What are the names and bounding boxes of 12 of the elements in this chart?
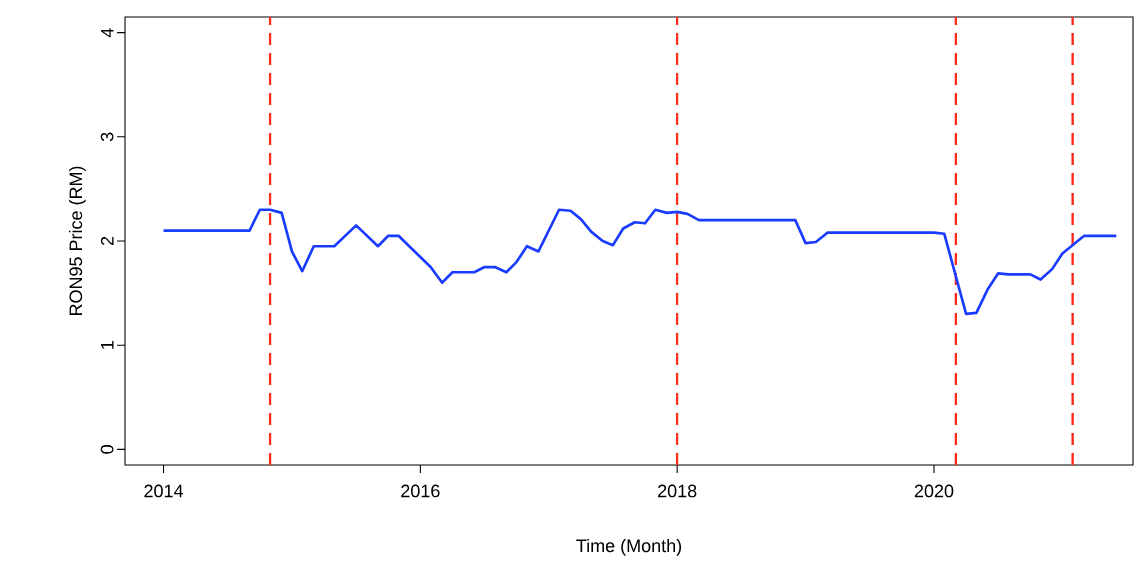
line-series: [162, 208, 1118, 316]
x-tick-label: 2020: [914, 484, 954, 498]
y-tick-label: 2: [100, 236, 114, 246]
y-tick-label: 0: [100, 445, 114, 454]
y-tick-label: 4: [101, 28, 114, 38]
x-axis-title: Time (Month): [576, 538, 682, 556]
y-axis-title: RON95 Price (RM): [68, 166, 86, 316]
x-tick-label: 2018: [658, 484, 697, 498]
x-tick-label: 2014: [144, 484, 184, 498]
y-tick-label: 3: [100, 132, 114, 142]
x-tick-label: 2016: [401, 484, 440, 498]
y-tick-label: 1: [101, 341, 114, 349]
